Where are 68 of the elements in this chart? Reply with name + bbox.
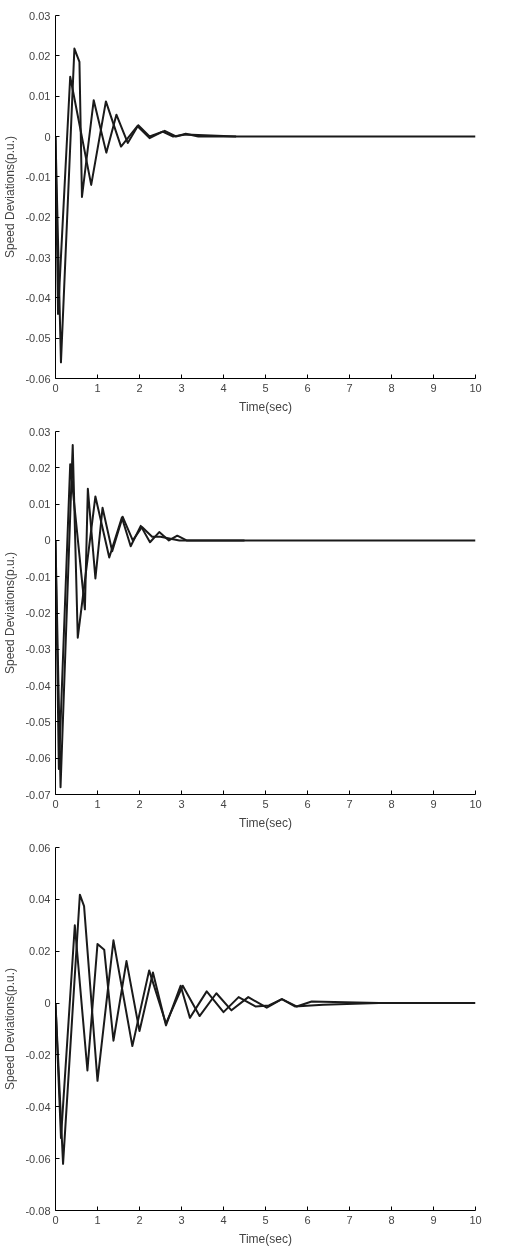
y-axis-title: Speed Deviations(p.u.) [3, 135, 18, 259]
y-tick-label: -0.01 [25, 570, 51, 583]
x-axis-title: Time(sec) [239, 399, 292, 414]
x-tick-label: 9 [430, 797, 437, 810]
y-tick-label: 0.04 [29, 893, 51, 906]
y-tick-label: -0.04 [25, 679, 51, 692]
y-tick-label: -0.02 [25, 607, 51, 619]
y-tick-label: -0.05 [25, 332, 51, 345]
y-tick-label: -0.02 [25, 1048, 51, 1061]
y-tick-label: -0.04 [25, 291, 51, 304]
x-tick-label: 10 [469, 797, 482, 810]
x-tick-label: 8 [388, 797, 395, 810]
x-tick-label: 6 [304, 1213, 311, 1226]
y-tick-label: 0.03 [29, 425, 51, 438]
x-tick-label: 4 [220, 1213, 227, 1226]
y-tick-label: -0.04 [25, 1100, 51, 1113]
x-tick-label: 3 [178, 381, 185, 394]
y-tick-label: -0.03 [25, 251, 51, 264]
x-tick-label: 2 [136, 381, 143, 394]
x-tick-label: 3 [178, 1213, 185, 1226]
x-tick-label: 10 [469, 1213, 482, 1226]
y-tick-label: 0.06 [29, 841, 51, 854]
x-tick-label: 6 [304, 381, 311, 394]
x-tick-label: 7 [346, 381, 353, 394]
x-tick-label: 0 [52, 1213, 59, 1226]
x-tick-label: 6 [304, 797, 311, 810]
x-tick-label: 4 [220, 797, 227, 810]
x-tick-label: 1 [94, 797, 101, 810]
x-tick-label: 2 [136, 1213, 143, 1226]
y-axis-title: Speed Deviations(p.u.) [3, 551, 18, 675]
y-axis-title: Speed Deviations(p.u.) [3, 967, 18, 1091]
y-tick-label: 0.02 [29, 461, 51, 474]
x-tick-label: 7 [346, 1213, 353, 1226]
x-tick-label: 0 [52, 797, 59, 810]
x-axis-title: Time(sec) [239, 815, 292, 830]
y-tick-label: -0.06 [25, 1152, 51, 1165]
x-tick-label: 0 [52, 381, 59, 394]
y-tick-label: 0.01 [29, 90, 51, 103]
x-tick-label: 8 [388, 381, 395, 394]
y-tick-label: 0.02 [29, 945, 51, 958]
x-tick-label: 8 [388, 1213, 395, 1226]
x-tick-label: 7 [346, 797, 353, 810]
y-tick-label: -0.03 [25, 643, 51, 656]
y-tick-label: -0.08 [25, 1204, 51, 1217]
y-tick-label: 0 [44, 997, 51, 1010]
y-tick-label: 0.03 [29, 9, 51, 22]
x-tick-label: 1 [94, 381, 101, 394]
y-tick-label: 0 [44, 534, 51, 547]
x-tick-label: 9 [430, 381, 437, 394]
x-axis-title: Time(sec) [239, 1231, 292, 1246]
y-tick-label: -0.05 [25, 715, 51, 728]
x-tick-label: 5 [262, 1213, 269, 1226]
x-tick-label: 5 [262, 381, 269, 394]
y-tick-label: 0 [44, 130, 51, 143]
x-tick-label: 2 [136, 797, 143, 810]
x-tick-label: 4 [220, 381, 227, 394]
y-tick-label: -0.02 [25, 211, 51, 224]
x-tick-label: 10 [469, 381, 482, 394]
y-tick-label: -0.06 [25, 372, 51, 385]
x-tick-label: 3 [178, 797, 185, 810]
y-tick-label: -0.01 [25, 170, 51, 183]
y-tick-label: -0.07 [25, 788, 51, 801]
x-tick-label: 1 [94, 1213, 101, 1226]
x-tick-label: 9 [430, 1213, 437, 1226]
y-tick-label: -0.06 [25, 752, 51, 765]
y-tick-label: 0.02 [29, 49, 51, 62]
x-tick-label: 5 [262, 797, 269, 810]
y-tick-label: 0.01 [29, 498, 51, 511]
